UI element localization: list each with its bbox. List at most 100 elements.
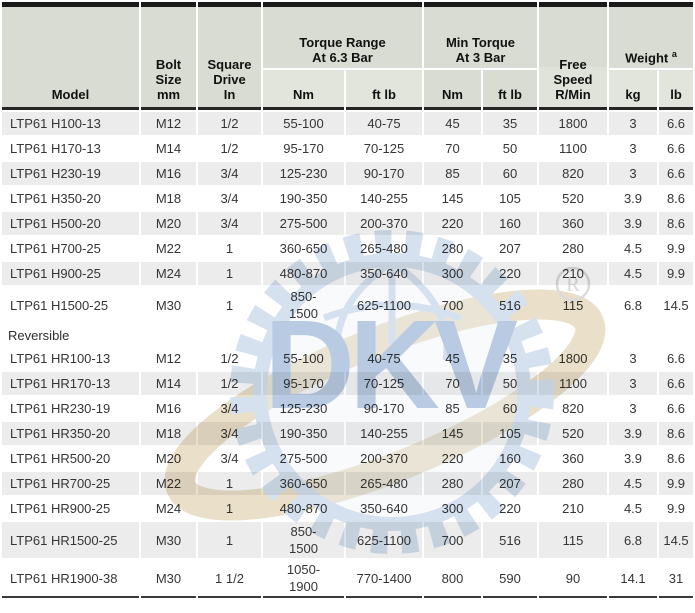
model-cell: LTP61 HR230-19 — [2, 397, 139, 420]
table-header: Model Bolt Size mm Square Drive In Torqu… — [2, 2, 693, 110]
min-torque-nm-cell: 145 — [424, 422, 481, 445]
min-torque-nm-cell: 85 — [424, 397, 481, 420]
weight-kg-cell: 3.9 — [609, 187, 657, 210]
standard-models-rows: LTP61 H100-13 M12 1/2 55-100 40-75 45 35… — [2, 112, 693, 323]
weight-kg-cell: 3.9 — [609, 422, 657, 445]
col-header-model: Model — [2, 2, 139, 110]
torque-nm-cell: 190-350 — [263, 422, 344, 445]
min-torque-nm-cell: 800 — [424, 560, 481, 598]
weight-kg-cell: 4.5 — [609, 497, 657, 520]
weight-lb-cell: 6.6 — [659, 112, 693, 135]
torque-ftlb-cell: 90-170 — [346, 397, 422, 420]
torque-ftlb-cell: 40-75 — [346, 112, 422, 135]
table-row: LTP61 HR100-13 M12 1/2 55-100 40-75 45 3… — [2, 347, 693, 370]
reversible-section-label: Reversible — [2, 325, 693, 345]
model-cell: LTP61 H230-19 — [2, 162, 139, 185]
bolt-size-cell: M24 — [141, 262, 196, 285]
min-torque-nm-cell: 145 — [424, 187, 481, 210]
torque-ftlb-cell: 70-125 — [346, 137, 422, 160]
table-row: LTP61 H170-13 M14 1/2 95-170 70-125 70 5… — [2, 137, 693, 160]
sub-header-ftlb-63bar: ft lb — [346, 70, 422, 110]
min-torque-ftlb-cell: 50 — [483, 372, 537, 395]
model-cell: LTP61 HR700-25 — [2, 472, 139, 495]
bolt-size-cell: M20 — [141, 212, 196, 235]
model-cell: LTP61 H500-20 — [2, 212, 139, 235]
free-speed-cell: 115 — [539, 287, 607, 323]
model-cell: LTP61 H100-13 — [2, 112, 139, 135]
bolt-size-cell: M12 — [141, 347, 196, 370]
weight-lb-cell: 9.9 — [659, 237, 693, 260]
model-cell: LTP61 H900-25 — [2, 262, 139, 285]
group-header-weight: Weight a — [609, 2, 693, 68]
torque-nm-cell: 480-870 — [263, 497, 344, 520]
bolt-size-cell: M22 — [141, 237, 196, 260]
weight-lb-cell: 6.6 — [659, 347, 693, 370]
min-torque-nm-cell: 300 — [424, 497, 481, 520]
model-cell: LTP61 HR100-13 — [2, 347, 139, 370]
weight-lb-cell: 9.9 — [659, 262, 693, 285]
weight-kg-cell: 6.8 — [609, 287, 657, 323]
table-row: LTP61 H700-25 M22 1 360-650 265-480 280 … — [2, 237, 693, 260]
torque-nm-cell: 275-500 — [263, 212, 344, 235]
min-torque-ftlb-cell: 220 — [483, 497, 537, 520]
sub-header-kg: kg — [609, 70, 657, 110]
weight-lb-cell: 8.6 — [659, 447, 693, 470]
torque-nm-cell: 275-500 — [263, 447, 344, 470]
model-cell: LTP61 H1500-25 — [2, 287, 139, 323]
bolt-size-cell: M18 — [141, 422, 196, 445]
reversible-models-rows: LTP61 HR100-13 M12 1/2 55-100 40-75 45 3… — [2, 347, 693, 598]
torque-ftlb-cell: 90-170 — [346, 162, 422, 185]
square-drive-cell: 1 1/2 — [198, 560, 261, 598]
min-torque-nm-cell: 700 — [424, 287, 481, 323]
bolt-size-cell: M24 — [141, 497, 196, 520]
min-torque-ftlb-cell: 35 — [483, 112, 537, 135]
min-torque-nm-cell: 85 — [424, 162, 481, 185]
torque-nm-cell: 55-100 — [263, 347, 344, 370]
min-torque-ftlb-cell: 105 — [483, 187, 537, 210]
torque-nm-cell: 1050- 1900 — [263, 560, 344, 598]
square-drive-cell: 3/4 — [198, 162, 261, 185]
min-torque-ftlb-cell: 50 — [483, 137, 537, 160]
square-drive-cell: 1 — [198, 287, 261, 323]
square-drive-cell: 3/4 — [198, 422, 261, 445]
bolt-size-cell: M30 — [141, 287, 196, 323]
model-cell: LTP61 H350-20 — [2, 187, 139, 210]
square-drive-cell: 1/2 — [198, 347, 261, 370]
bolt-size-cell: M30 — [141, 522, 196, 558]
model-cell: LTP61 H170-13 — [2, 137, 139, 160]
weight-kg-cell: 3 — [609, 347, 657, 370]
min-torque-nm-cell: 300 — [424, 262, 481, 285]
square-drive-cell: 1 — [198, 472, 261, 495]
col-header-square-drive: Square Drive In — [198, 2, 261, 110]
weight-lb-cell: 14.5 — [659, 287, 693, 323]
torque-nm-cell: 95-170 — [263, 372, 344, 395]
square-drive-cell: 1/2 — [198, 372, 261, 395]
free-speed-cell: 520 — [539, 187, 607, 210]
min-torque-nm-cell: 280 — [424, 472, 481, 495]
square-drive-cell: 1/2 — [198, 137, 261, 160]
model-cell: LTP61 HR170-13 — [2, 372, 139, 395]
weight-lb-cell: 14.5 — [659, 522, 693, 558]
table-row: LTP61 H500-20 M20 3/4 275-500 200-370 22… — [2, 212, 693, 235]
group-header-torque-range-63bar: Torque Range At 6.3 Bar — [263, 2, 422, 68]
min-torque-nm-cell: 45 — [424, 112, 481, 135]
torque-ftlb-cell: 625-1100 — [346, 287, 422, 323]
free-speed-cell: 115 — [539, 522, 607, 558]
model-cell: LTP61 HR900-25 — [2, 497, 139, 520]
model-cell: LTP61 HR500-20 — [2, 447, 139, 470]
free-speed-cell: 360 — [539, 447, 607, 470]
torque-ftlb-cell: 265-480 — [346, 237, 422, 260]
free-speed-cell: 210 — [539, 497, 607, 520]
table-row: LTP61 HR700-25 M22 1 360-650 265-480 280… — [2, 472, 693, 495]
torque-nm-cell: 480-870 — [263, 262, 344, 285]
weight-kg-cell: 3 — [609, 112, 657, 135]
torque-nm-cell: 125-230 — [263, 397, 344, 420]
table-row: LTP61 H350-20 M18 3/4 190-350 140-255 14… — [2, 187, 693, 210]
bolt-size-cell: M30 — [141, 560, 196, 598]
bolt-size-cell: M14 — [141, 372, 196, 395]
weight-lb-cell: 8.6 — [659, 187, 693, 210]
weight-lb-cell: 9.9 — [659, 472, 693, 495]
table-row: LTP61 HR500-20 M20 3/4 275-500 200-370 2… — [2, 447, 693, 470]
square-drive-cell: 3/4 — [198, 187, 261, 210]
